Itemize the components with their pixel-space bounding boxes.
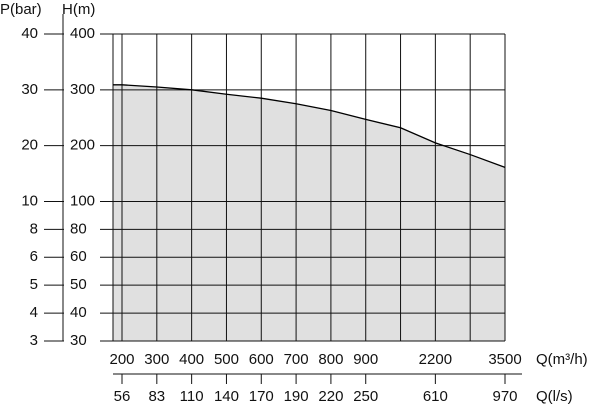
- y2-tick-label: 6: [30, 248, 38, 265]
- x2-tick-label: 56: [114, 388, 131, 405]
- y-tick-label: 300: [70, 81, 95, 98]
- y-tick-label: 50: [70, 276, 87, 293]
- y-tick-label: 60: [70, 248, 87, 265]
- y-tick-label: 400: [70, 25, 95, 42]
- x-tick-label: 600: [249, 351, 274, 368]
- x-tick-label: 500: [214, 351, 239, 368]
- x2-axis-title: Q(l/s): [536, 388, 573, 405]
- area: [113, 84, 505, 341]
- x2-tick-label: 140: [214, 388, 239, 405]
- x-tick-label: 900: [353, 351, 378, 368]
- y2-tick-label: 3: [30, 332, 38, 349]
- x-tick-label: 300: [144, 351, 169, 368]
- x-axis-title: Q(m³/h): [536, 351, 588, 368]
- x-tick-label: 3500: [488, 351, 521, 368]
- x-tick-label: 200: [109, 351, 134, 368]
- x-tick-label: 800: [318, 351, 343, 368]
- y-tick-label: 80: [70, 220, 87, 237]
- y-tick-label: 100: [70, 192, 95, 209]
- x2-tick-label: 220: [318, 388, 343, 405]
- y2-tick-label: 5: [30, 276, 38, 293]
- y-tick-label: 30: [70, 332, 87, 349]
- y-tick-label: 40: [70, 304, 87, 321]
- x2-tick-label: 190: [284, 388, 309, 405]
- curve: [113, 84, 506, 169]
- x2-tick-label: 83: [148, 388, 165, 405]
- x2-tick-label: 170: [249, 388, 274, 405]
- y2-tick-label: 10: [21, 192, 38, 209]
- y2-tick-label: 8: [30, 220, 38, 237]
- y2-tick-label: 20: [21, 137, 38, 154]
- x-tick-label: 2200: [419, 351, 452, 368]
- x-tick-label: 400: [179, 351, 204, 368]
- x2-tick-label: 610: [423, 388, 448, 405]
- x2-tick-label: 110: [180, 388, 204, 405]
- x2-tick-label: 970: [492, 388, 517, 405]
- x-tick-label: 700: [284, 351, 309, 368]
- y2-tick-label: 30: [21, 81, 38, 98]
- x2-tick-label: 250: [353, 388, 378, 405]
- y-axis-title: H(m): [62, 1, 95, 18]
- y2-tick-label: 40: [21, 25, 38, 42]
- y-tick-label: 200: [70, 137, 95, 154]
- y2-axis-title: P(bar): [0, 1, 42, 18]
- y2-tick-label: 4: [30, 304, 38, 321]
